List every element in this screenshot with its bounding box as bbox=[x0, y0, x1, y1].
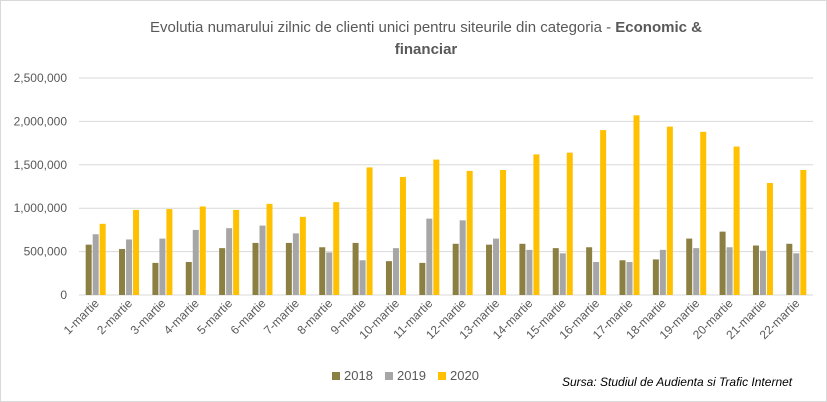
bar-2020-3-martie bbox=[166, 209, 173, 295]
y-tick-label: 1,000,000 bbox=[14, 201, 68, 215]
bar-2020-12-martie bbox=[466, 170, 473, 295]
bar-2020-13-martie bbox=[500, 170, 507, 295]
bar-2018-22-martie bbox=[786, 243, 793, 295]
bar-2018-12-martie bbox=[452, 243, 459, 295]
bar-2020-20-martie bbox=[733, 146, 740, 295]
x-axis-ticks: 1-martie2-martie3-martie4-martie5-martie… bbox=[61, 296, 803, 342]
bar-2019-16-martie bbox=[593, 262, 600, 295]
bar-2018-11-martie bbox=[419, 262, 426, 295]
bar-2020-2-martie bbox=[133, 209, 140, 295]
chart-title-text: Evolutia numarului zilnic de clienti uni… bbox=[150, 19, 615, 36]
bar-2019-9-martie bbox=[359, 260, 366, 295]
legend-label-2020: 2020 bbox=[450, 368, 479, 383]
bar-2018-15-martie bbox=[552, 248, 559, 295]
bar-2019-7-martie bbox=[292, 233, 299, 295]
bar-2018-21-martie bbox=[752, 245, 759, 295]
bar-2020-18-martie bbox=[666, 126, 673, 295]
bar-2018-2-martie bbox=[119, 248, 126, 295]
bar-2019-5-martie bbox=[226, 228, 233, 295]
bar-2019-1-martie bbox=[92, 234, 99, 295]
bar-2019-13-martie bbox=[493, 238, 500, 295]
bar-2018-6-martie bbox=[252, 242, 259, 295]
bar-2018-1-martie bbox=[85, 244, 92, 295]
bar-2018-4-martie bbox=[185, 262, 192, 295]
bar-2019-17-martie bbox=[626, 262, 633, 295]
x-tick-label: 4-martie bbox=[161, 296, 202, 337]
bar-2019-6-martie bbox=[259, 225, 266, 295]
bar-2019-15-martie bbox=[559, 253, 566, 295]
y-tick-label: 500,000 bbox=[24, 245, 68, 259]
legend-label-2018: 2018 bbox=[344, 368, 373, 383]
y-tick-label: 2,500,000 bbox=[14, 71, 68, 85]
bar-2019-22-martie bbox=[793, 253, 800, 295]
bar-2018-16-martie bbox=[586, 247, 593, 295]
bar-2020-8-martie bbox=[333, 202, 340, 295]
y-tick-label: 1,500,000 bbox=[14, 158, 68, 172]
bar-2018-18-martie bbox=[652, 259, 659, 295]
x-tick-label: 1-martie bbox=[61, 296, 102, 337]
bars bbox=[85, 115, 807, 295]
bar-2019-18-martie bbox=[659, 249, 666, 295]
bar-2020-22-martie bbox=[800, 170, 807, 295]
bar-2018-13-martie bbox=[486, 244, 493, 295]
bar-2019-14-martie bbox=[526, 249, 533, 295]
source-note: Sursa: Studiul de Audienta si Trafic Int… bbox=[562, 375, 793, 389]
bar-2020-17-martie bbox=[633, 115, 640, 295]
chart-title-line-2: financiar bbox=[395, 41, 458, 58]
bar-2018-8-martie bbox=[319, 247, 326, 295]
y-tick-label: 0 bbox=[60, 288, 67, 302]
bar-2020-19-martie bbox=[700, 131, 707, 295]
bar-2018-7-martie bbox=[285, 242, 292, 295]
bar-2020-5-martie bbox=[233, 209, 240, 295]
bar-2018-9-martie bbox=[352, 242, 359, 295]
bar-2019-19-martie bbox=[693, 248, 700, 295]
bar-2019-2-martie bbox=[126, 239, 133, 295]
bar-2020-6-martie bbox=[266, 203, 273, 295]
bar-2019-3-martie bbox=[159, 238, 166, 295]
bar-2020-11-martie bbox=[433, 159, 440, 295]
bar-2019-8-martie bbox=[326, 252, 333, 295]
bar-2019-21-martie bbox=[759, 250, 766, 295]
bar-2018-20-martie bbox=[719, 231, 726, 295]
bar-2020-4-martie bbox=[199, 206, 206, 295]
bar-2020-15-martie bbox=[566, 152, 573, 295]
bar-2018-14-martie bbox=[519, 243, 526, 295]
x-tick-label: 2-martie bbox=[94, 296, 135, 337]
bar-2019-4-martie bbox=[192, 229, 199, 295]
bar-2019-11-martie bbox=[426, 218, 433, 295]
bar-2020-7-martie bbox=[299, 216, 306, 295]
bar-2019-12-martie bbox=[459, 220, 466, 295]
bar-2020-21-martie bbox=[766, 183, 773, 295]
chart-title-bold-part: Economic & bbox=[615, 19, 702, 36]
chart-title-line-1: Evolutia numarului zilnic de clienti uni… bbox=[150, 19, 702, 36]
y-tick-label: 2,000,000 bbox=[14, 114, 68, 128]
bar-2018-17-martie bbox=[619, 260, 626, 295]
legend-swatch-2018 bbox=[332, 372, 340, 380]
bar-2019-10-martie bbox=[392, 248, 399, 295]
x-tick-label: 3-martie bbox=[128, 296, 169, 337]
x-tick-label: 7-martie bbox=[261, 296, 302, 337]
x-tick-label: 8-martie bbox=[294, 296, 335, 337]
bar-2018-5-martie bbox=[219, 248, 226, 295]
bar-2018-10-martie bbox=[385, 261, 392, 295]
bar-2018-3-martie bbox=[152, 262, 159, 295]
bar-2019-20-martie bbox=[726, 247, 733, 295]
x-tick-label: 6-martie bbox=[228, 296, 269, 337]
bar-2020-9-martie bbox=[366, 167, 373, 295]
bar-2020-10-martie bbox=[399, 176, 406, 295]
bar-2018-19-martie bbox=[686, 238, 693, 295]
x-tick-label: 5-martie bbox=[194, 296, 235, 337]
legend-swatch-2019 bbox=[385, 372, 393, 380]
y-axis-ticks: 0 500,000 1,000,000 1,500,000 2,000,000 2,500… bbox=[14, 71, 68, 302]
legend: 2018 2019 2020 bbox=[332, 368, 479, 383]
bar-2020-14-martie bbox=[533, 154, 540, 295]
bar-2020-16-martie bbox=[600, 130, 607, 295]
legend-swatch-2020 bbox=[438, 372, 446, 380]
bar-2020-1-martie bbox=[99, 223, 106, 295]
legend-label-2019: 2019 bbox=[397, 368, 426, 383]
